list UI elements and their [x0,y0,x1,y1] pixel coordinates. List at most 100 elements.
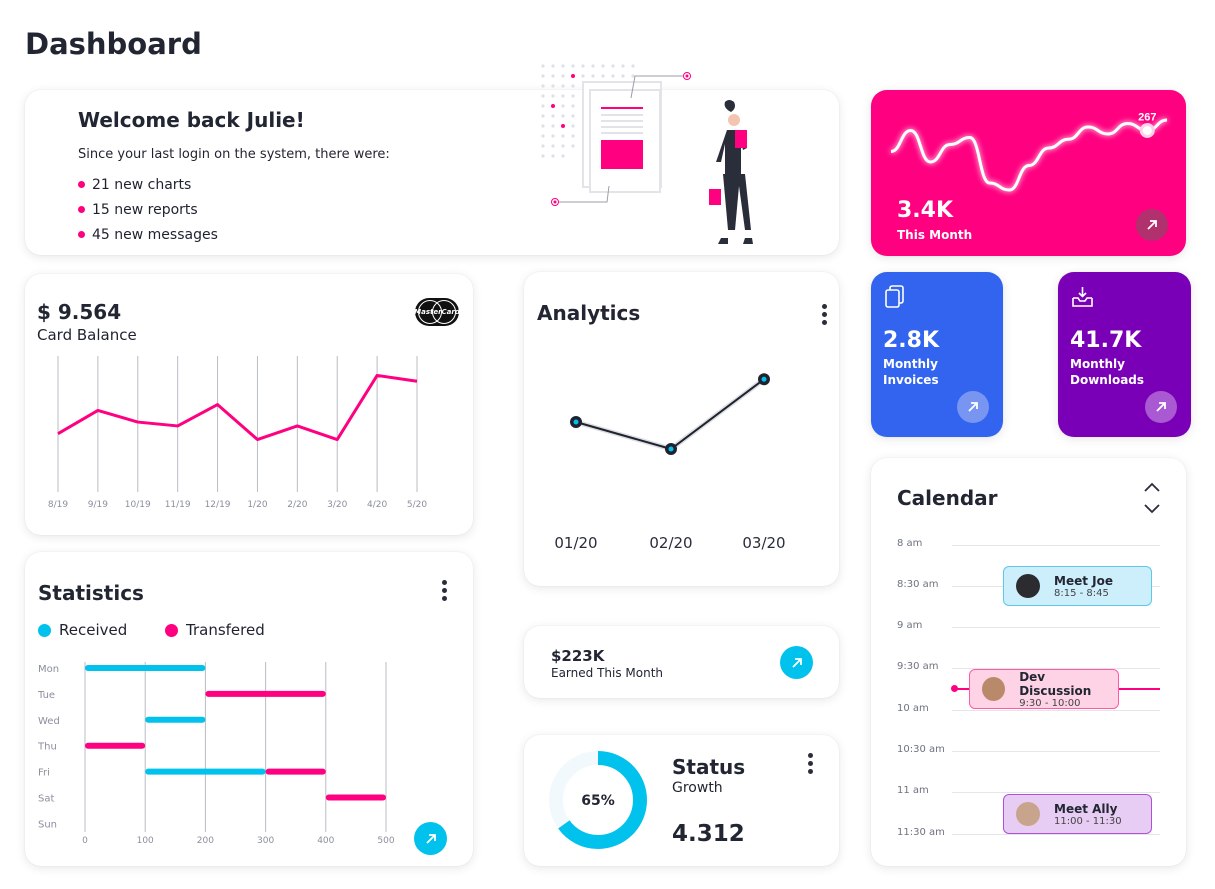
earned-value: $223K [551,647,605,665]
invoices-open-button[interactable] [957,391,989,423]
calendar-gridline [952,545,1160,546]
x-tick-label: 3/20 [327,500,347,510]
downloads-open-button[interactable] [1145,391,1177,423]
y-tick-label: Tue [37,690,55,701]
calendar-gridline [952,668,1160,669]
calendar-time-label: 11:30 am [897,827,945,838]
calendar-time-label: 10 am [897,703,929,714]
donut-percent-label: 65% [581,793,615,809]
calendar-time-label: 9 am [897,620,923,631]
statistics-card: Statistics Received Transfered 0 100 200 30… [25,552,473,866]
y-tick-label: Wed [38,716,60,727]
calendar-time-label: 10:30 am [897,744,945,755]
arrow-up-right-icon [1147,220,1157,230]
status-value: 4.312 [672,821,745,847]
status-subtitle: Growth [672,780,723,796]
donut-progress [549,751,647,849]
calendar-gridline [952,834,1160,835]
invoices-value: 2.8K [883,328,940,353]
status-more-icon[interactable] [806,753,814,775]
month-sparkline: 267 [890,112,1168,192]
current-time-dot [951,685,958,692]
sparkline-peak-marker [1139,123,1155,138]
calendar-gridline [952,627,1160,628]
balance-line-chart: 8/19 9/19 10/19 11/19 12/19 1/20 2/20 3/20 4/20 5… [48,356,427,510]
earned-open-button[interactable] [780,646,813,679]
data-point-center [761,376,767,382]
mastercard-logo: MasterCard [414,298,460,326]
sparkline-series [890,118,1168,192]
calendar-event-meet-joe[interactable]: Meet Joe 8:15 - 8:45 [1003,566,1152,606]
balance-label: Card Balance [37,326,137,344]
analytics-more-icon[interactable] [820,304,828,326]
list-item: 15 new reports [78,197,218,222]
chevron-down-icon[interactable] [1143,502,1161,516]
arrow-up-right-icon [968,402,978,412]
this-month-card: 267 3.4K This Month [871,90,1186,256]
statistics-title: Statistics [38,581,144,605]
analytics-line-shadow [575,377,766,452]
calendar-gridline [952,792,1160,793]
month-label: This Month [897,228,973,242]
arrow-up-right-icon [1156,402,1166,412]
data-point-center [573,419,579,425]
y-tick-label: Mon [38,664,59,675]
x-tick-label: 03/20 [742,534,785,552]
list-item: 21 new charts [78,172,218,197]
earned-card: $223K Earned This Month [524,626,839,698]
x-tick-label: 8/19 [48,500,68,510]
analytics-card: Analytics 01/20 02/20 03/20 [524,272,839,586]
x-tick-label: 11/19 [165,500,191,510]
y-tick-label: Sun [38,819,57,830]
avatar [1016,802,1040,826]
x-tick-label: 1/20 [247,500,267,510]
status-donut: 65% [549,751,647,849]
calendar-time-label: 11 am [897,785,929,796]
x-tick-label: 2/20 [287,500,307,510]
legend-swatch [165,623,178,637]
x-tick-label: 400 [317,836,334,846]
calendar-event-dev-discussion[interactable]: Dev Discussion 9:30 - 10:00 [969,669,1119,709]
calendar-time-label: 8 am [897,538,923,549]
earned-label: Earned This Month [551,666,664,680]
legend-received: Received [38,621,127,639]
welcome-card: Welcome back Julie! Since your last logi… [25,90,839,255]
balance-card: $ 9.564 Card Balance MasterCard 8/19 9/19… [25,274,473,535]
status-title: Status [672,755,746,779]
month-open-button[interactable] [1136,209,1168,241]
statistics-range-chart: 0 100 200 300 400 500 Mon Tue Wed Thu Fri Sat Sun [37,662,395,846]
y-tick-label: Fri [38,768,50,779]
x-tick-label: 500 [377,836,394,846]
list-item: 45 new messages [78,222,218,247]
welcome-heading: Welcome back Julie! [78,108,305,132]
statistics-open-button[interactable] [414,822,447,855]
inbox-download-icon [1072,287,1093,307]
status-card: 65% Status Growth 4.312 [524,735,839,866]
calendar-title: Calendar [897,486,998,510]
y-tick-label: Thu [37,742,57,753]
calendar-event-meet-ally[interactable]: Meet Ally 11:00 - 11:30 [1003,794,1152,834]
sparkline-peak-label: 267 [1138,112,1156,124]
welcome-illustration [541,64,753,244]
month-value: 3.4K [897,198,954,223]
calendar-time-label: 8:30 am [897,579,939,590]
arrow-up-right-icon [791,657,802,668]
avatar [1016,574,1040,598]
downloads-label: Monthly Downloads [1070,357,1145,387]
documents-icon [885,285,904,308]
downloads-card: 41.7K Monthly Downloads [1058,272,1191,437]
x-tick-label: 300 [257,836,274,846]
statistics-more-icon[interactable] [440,580,448,602]
avatar [982,677,1006,701]
calendar-gridline [952,710,1160,711]
calendar-time-label: 9:30 am [897,661,939,672]
x-tick-label: 02/20 [649,534,692,552]
legend-transfered: Transfered [165,621,265,639]
welcome-list: 21 new charts 15 new reports 45 new mess… [78,172,218,247]
chevron-up-icon[interactable] [1143,480,1161,494]
x-tick-label: 5/20 [407,500,427,510]
x-tick-label: 01/20 [554,534,597,552]
welcome-intro: Since your last login on the system, the… [78,147,390,162]
analytics-series-line [575,378,765,451]
balance-amount: $ 9.564 [37,300,122,324]
